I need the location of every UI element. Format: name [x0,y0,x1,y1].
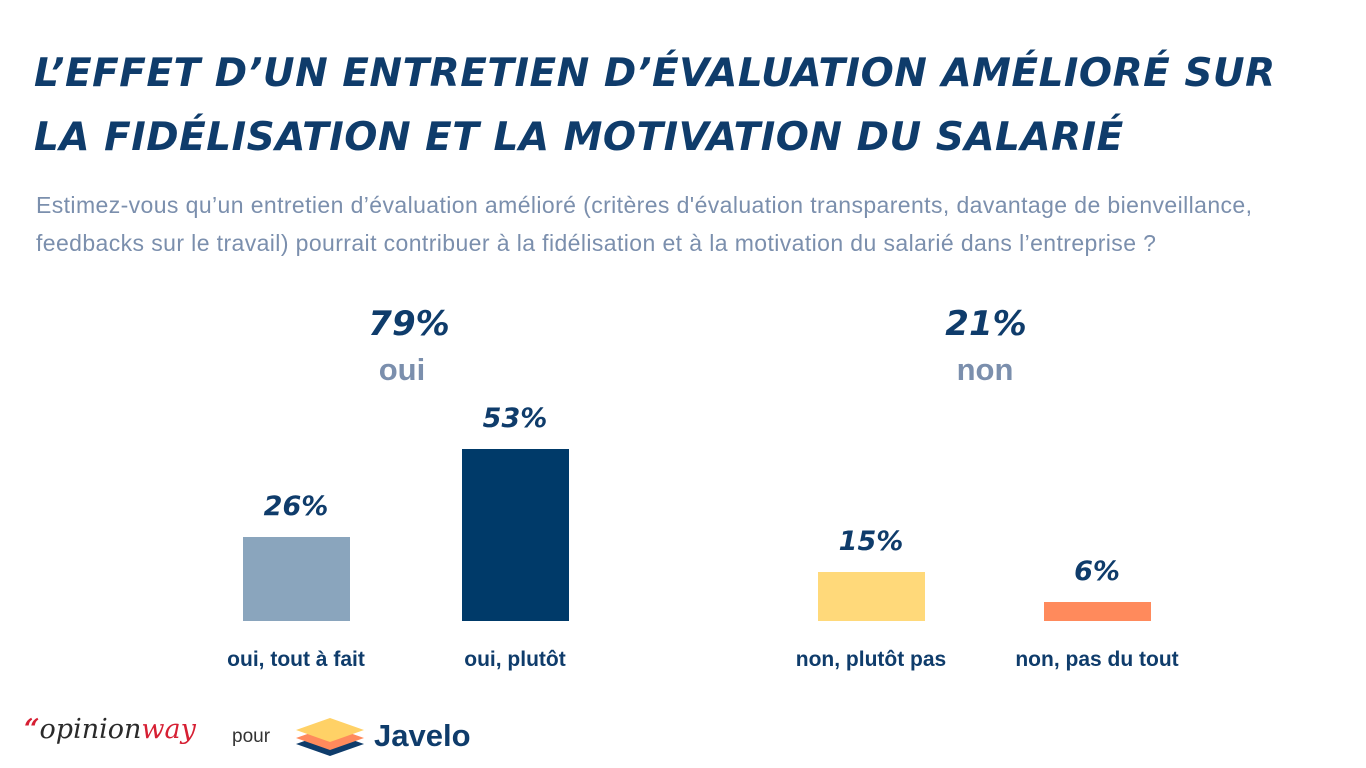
group-non-total: 21% [945,304,1027,344]
group-oui-label: oui [378,352,426,387]
pour-text: pour [232,726,271,747]
javelo-layers-icon [296,718,364,756]
bar-value-label: 53% [482,403,548,434]
bar-value-label: 26% [263,490,329,522]
chart-title: L’effet d’un entretien d’évaluation amél… [34,51,1276,160]
bar-4 [1043,601,1151,621]
opinionway-text: opinion [39,714,142,745]
bar-2 [461,449,569,621]
javelo-logo-text: Javelo [374,718,471,753]
category-label: non, plutôt pas [795,648,947,671]
category-label: oui, plutôt [464,648,566,671]
bar-1 [242,536,350,621]
group-oui-total: 79% [368,304,450,344]
category-label: non, pas du tout [1015,648,1179,671]
category-label: oui, tout à fait [227,648,365,671]
bar-value-label: 6% [1074,555,1120,587]
group-non-label: non [956,352,1014,387]
opinionway-way: way [141,714,196,745]
bar-value-label: 15% [838,526,904,558]
opinionway-quote: “ [24,714,40,745]
survey-question: Estimez-vous qu’un entretien d’évaluatio… [36,192,1253,256]
bar-3 [817,572,925,621]
footer-branding: “opinionway pour Javelo [24,708,544,764]
opinionway-logo: “opinionway [24,714,196,745]
